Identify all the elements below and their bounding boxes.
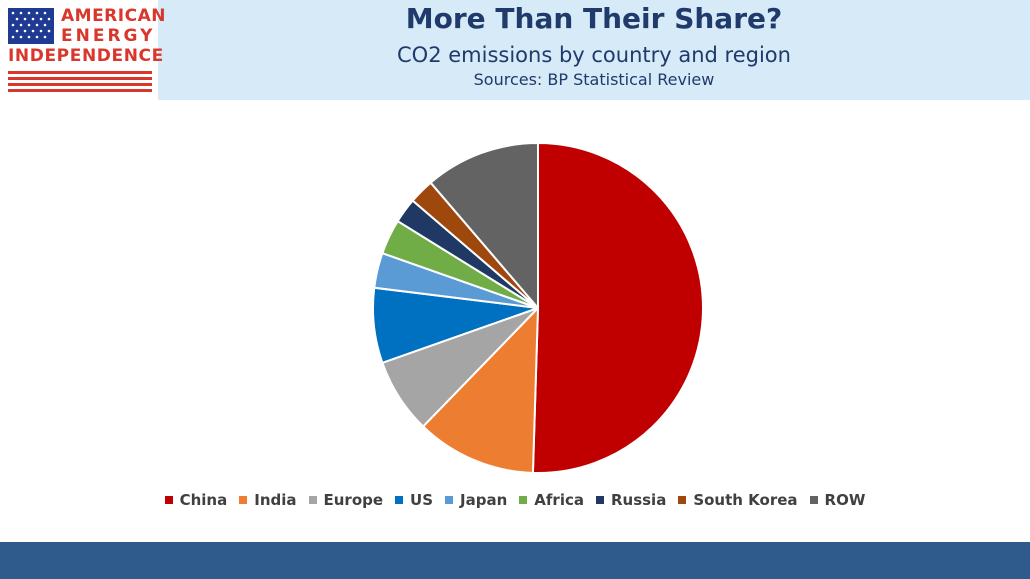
legend-item: ROW [809, 491, 866, 509]
page-subtitle: CO2 emissions by country and region [397, 43, 791, 67]
legend-item: US [395, 491, 433, 509]
logo-text-independence: INDEPENDENCE [8, 46, 164, 66]
legend-item: Japan [445, 491, 507, 509]
logo-stripes [8, 71, 152, 92]
pie-slice-india [421, 305, 540, 474]
legend-label: South Korea [693, 491, 798, 509]
legend-label: India [254, 491, 297, 509]
legend-label: US [410, 491, 434, 509]
legend-label: China [179, 491, 228, 509]
source-note: Sources: BP Statistical Review [473, 70, 715, 89]
legend-swatch [308, 496, 317, 504]
legend-item: China [164, 491, 228, 509]
legend-label: Japan [460, 491, 508, 509]
legend-label: ROW [824, 491, 866, 509]
legend-label: Africa [534, 491, 584, 509]
header-band [158, 0, 1030, 100]
legend-swatch [164, 496, 173, 504]
legend-item: Europe [308, 491, 384, 509]
pie-slice-china [531, 141, 704, 474]
legend-label: Europe [323, 491, 384, 509]
logo-text-energy: ENERGY [61, 26, 156, 46]
legend-swatch [239, 496, 248, 504]
legend-swatch [445, 496, 454, 504]
logo-text-american: AMERICAN [61, 6, 166, 26]
legend-item: Africa [519, 491, 584, 509]
legend-swatch [678, 496, 687, 504]
legend-swatch [809, 496, 818, 504]
flag-icon [8, 8, 54, 44]
chart-legend: China India Europe US Japan Africa Russia South… [0, 491, 1030, 509]
page-title: More Than Their Share? [405, 2, 783, 35]
legend-label: Russia [610, 491, 667, 509]
legend-swatch [595, 496, 604, 504]
logo: AMERICAN ENERGY INDEPENDENCE [0, 0, 165, 100]
pie-slice-row [429, 141, 539, 311]
legend-item: India [239, 491, 297, 509]
legend-item: South Korea [678, 491, 798, 509]
pie-chart [372, 141, 704, 474]
footer-band [0, 542, 1030, 579]
legend-swatch [519, 496, 528, 504]
legend-item: Russia [595, 491, 667, 509]
legend-swatch [395, 496, 404, 504]
